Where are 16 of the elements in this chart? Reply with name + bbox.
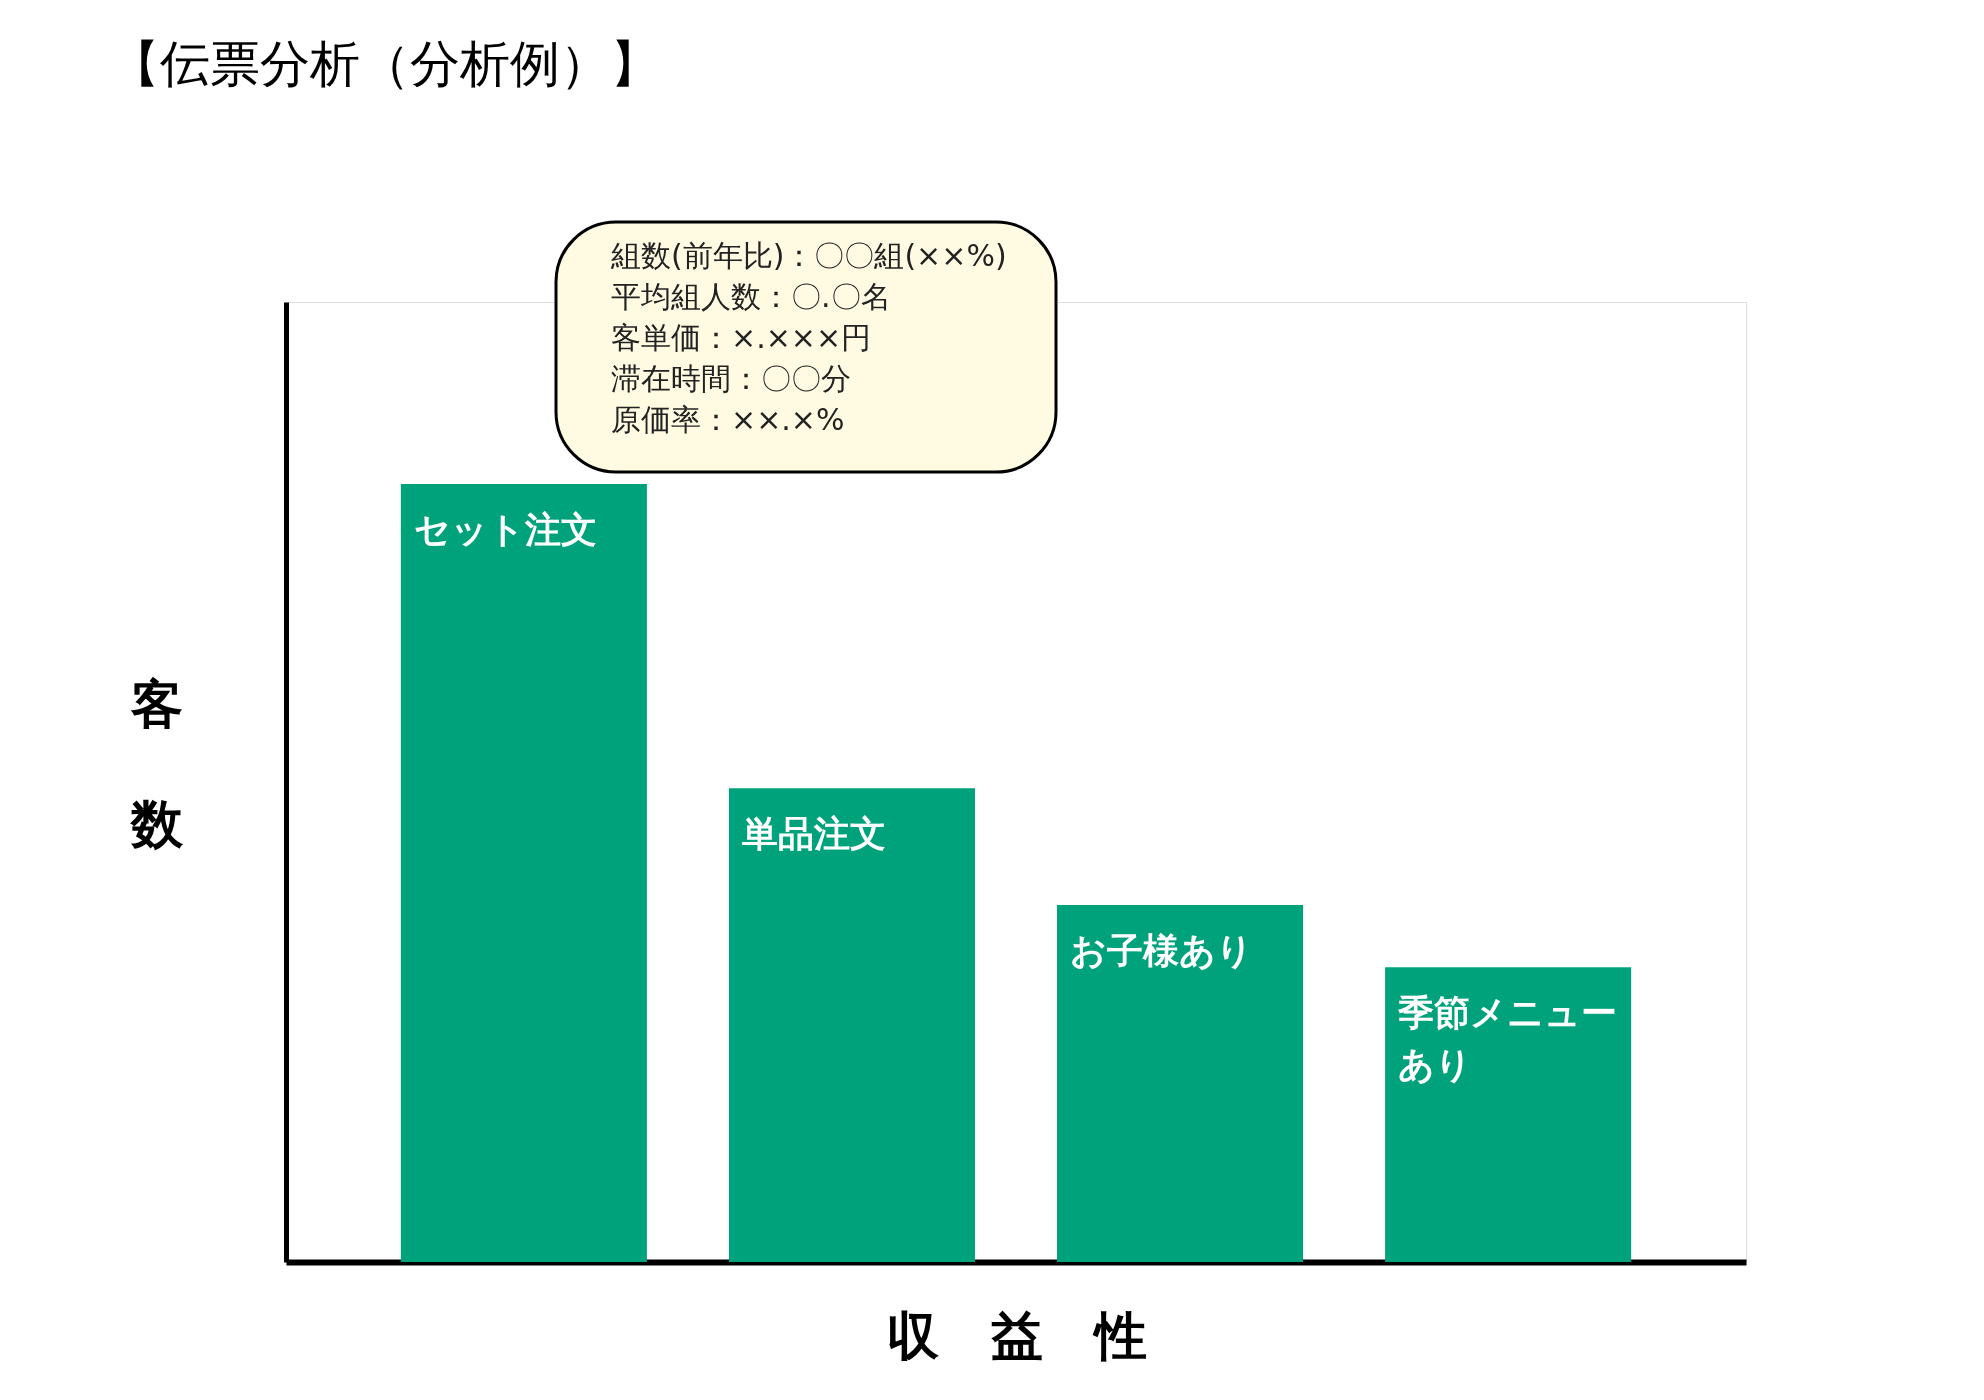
x-tick-label: 季節メニューあり: [1397, 992, 1618, 1086]
x-tick-label: 単品注文: [741, 813, 886, 855]
x-tick-label: セット注文: [413, 509, 597, 551]
text: 原価率：××.×%: [611, 402, 845, 437]
chart-title: 【伝票分析（分析例）】: [110, 34, 660, 93]
text: 客単価：×.×××円: [611, 320, 872, 355]
text: 滞在時間：〇〇分: [611, 361, 851, 396]
y-axis-title: 客数: [129, 673, 184, 854]
x-tick-label: お子様あり: [1070, 929, 1254, 971]
bar: [728, 788, 975, 1262]
bar: [1385, 967, 1632, 1262]
bar: [1057, 904, 1304, 1262]
text: 組数(前年比)：〇〇組(××%): [610, 238, 1007, 273]
x-axis-title: 収 益 性: [886, 1305, 1147, 1366]
text: 平均組人数：〇.〇名: [611, 279, 891, 314]
bar: [400, 484, 647, 1262]
